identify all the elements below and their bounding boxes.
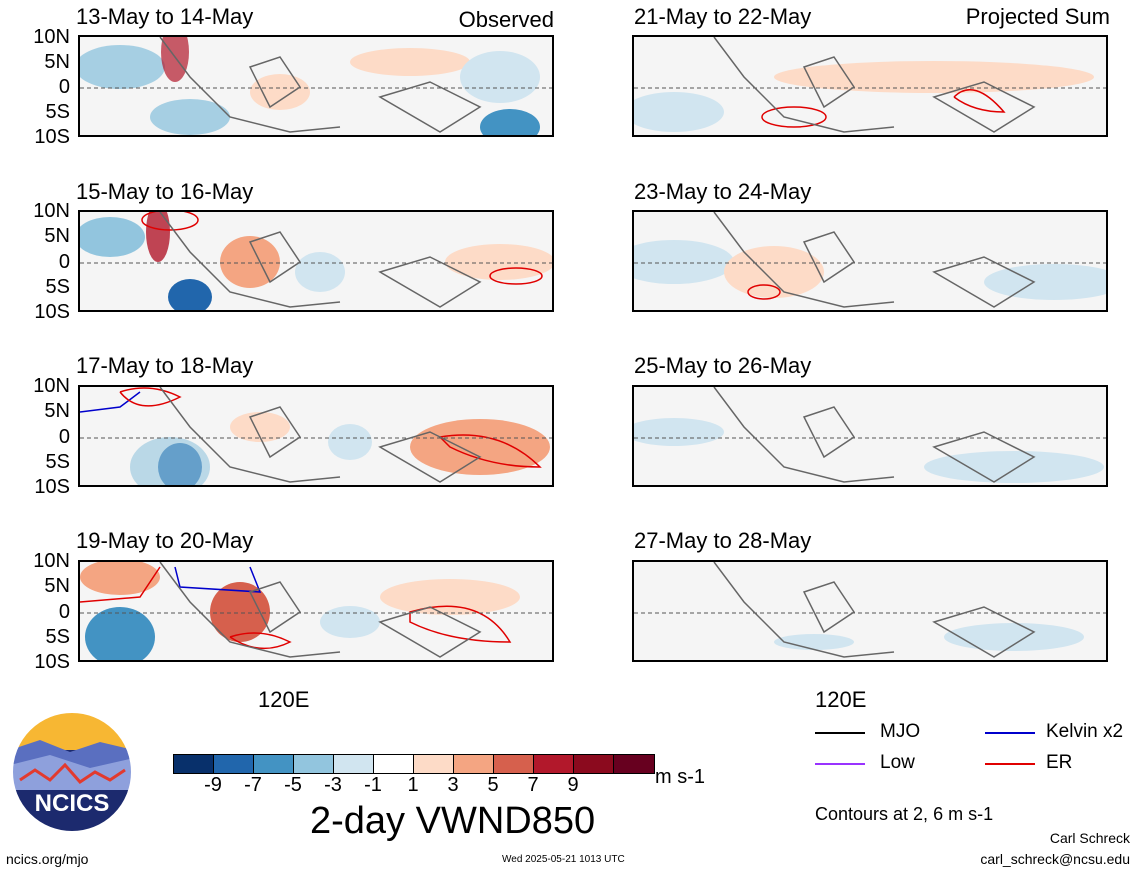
colorbar-swatch [494,755,534,773]
lat-label: 5S [45,626,70,648]
panel-corner-label: Projected Sum [965,4,1110,29]
legend-label: Kelvin x2 [1046,721,1124,742]
lat-label: 10S [34,301,70,323]
map-panel [632,560,1108,662]
panel-title: 13-May to 14-May [76,4,254,29]
colorbar-swatch [214,755,254,773]
panel-title: 19-May to 20-May [76,528,254,553]
panel-title: 23-May to 24-May [634,179,812,204]
lat-label: 10N [33,550,70,572]
map-field [80,37,552,135]
lat-label: 10S [34,476,70,498]
lat-label: 10S [34,651,70,673]
panel-title: 25-May to 26-May [634,353,812,378]
lon-label: 120E [258,687,310,712]
colorbar-tick: -7 [244,774,262,796]
legend-label: Low [880,752,915,773]
colorbar-tick: 1 [407,774,419,796]
colorbar-tick: -1 [364,774,382,796]
map-panel [78,35,554,137]
colorbar-tick: -3 [324,774,342,796]
colorbar-tick: 9 [567,774,579,796]
contour-note: Contours at 2, 6 m s-1 [815,804,994,824]
lat-label: 5N [44,225,70,247]
footer-timestamp: Wed 2025-05-21 1013 UTC [502,854,625,865]
lat-label: 10N [33,26,70,48]
logo-text: NCICS [34,790,110,817]
map-field [80,387,552,485]
map-field [634,562,1106,658]
map-field [634,212,1106,308]
legend-line-low [815,763,865,765]
colorbar-swatch [614,755,654,773]
lat-label: 5S [45,451,70,473]
lat-label: 10N [33,200,70,222]
panel-title: 21-May to 22-May [634,4,812,29]
legend-line-er [985,763,1035,765]
colorbar-swatch [174,755,214,773]
legend-line-mjo [815,732,865,734]
colorbar-swatch [294,755,334,773]
legend-label: ER [1046,752,1073,773]
figure-title: 2-day VWND850 [310,800,596,842]
footer-email: carl_schreck@ncsu.edu [980,851,1130,867]
lat-label: 5S [45,276,70,298]
colorbar [173,754,655,774]
map-field [634,37,1106,133]
panel-title: 27-May to 28-May [634,528,812,553]
colorbar-swatch [534,755,574,773]
map-panel [632,385,1108,487]
panel-title: 15-May to 16-May [76,179,254,204]
map-panel [78,385,554,487]
colorbar-units: m s-1 [655,766,705,788]
lat-label: 5N [44,400,70,422]
legend-line-kelvin [985,732,1035,734]
ncics-logo: NCICS [10,710,134,834]
lat-label: 5N [44,575,70,597]
colorbar-tick: 3 [447,774,459,796]
lat-label: 0 [58,76,70,98]
panel-title: 17-May to 18-May [76,353,254,378]
footer-url: ncics.org/mjo [6,851,89,867]
colorbar-swatch [334,755,374,773]
legend-label: MJO [880,721,921,742]
footer-author: Carl Schreck [1049,830,1130,846]
colorbar-swatch [574,755,614,773]
colorbar-tick: -5 [284,774,302,796]
map-field [80,212,552,310]
colorbar-swatch [374,755,414,773]
logo-icon [11,711,133,833]
map-panel [78,560,554,662]
colorbar-tick: 7 [527,774,539,796]
lat-label: 0 [58,601,70,623]
lon-label: 120E [815,687,867,712]
colorbar-swatch [454,755,494,773]
lat-label: 10N [33,375,70,397]
map-panel [632,35,1108,137]
colorbar-swatch [254,755,294,773]
colorbar-tick: 5 [487,774,499,796]
map-field [634,387,1106,483]
lat-label: 5N [44,51,70,73]
colorbar-tick: -9 [204,774,222,796]
map-panel [78,210,554,312]
map-field [80,562,552,660]
lat-label: 0 [58,426,70,448]
lat-label: 0 [58,251,70,273]
lat-label: 5S [45,101,70,123]
map-panel [632,210,1108,312]
lat-label: 10S [34,126,70,148]
colorbar-swatch [414,755,454,773]
panel-corner-label: Observed [458,7,554,32]
